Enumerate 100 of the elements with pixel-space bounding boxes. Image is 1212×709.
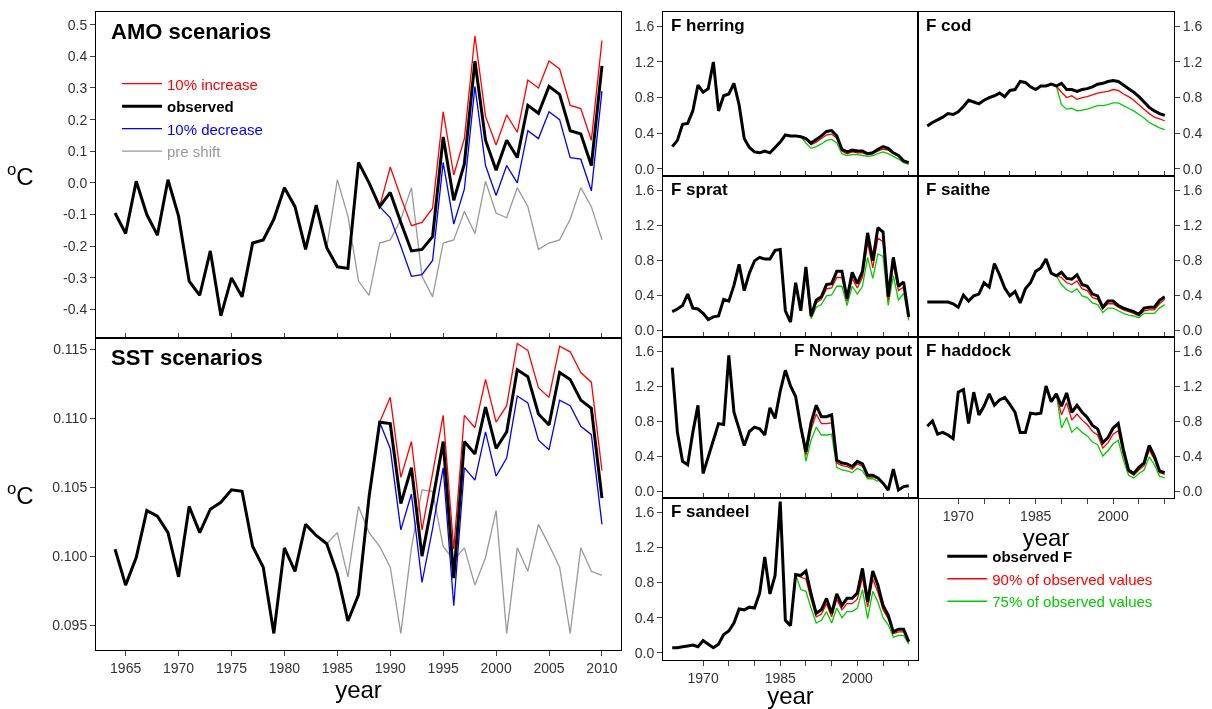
x-tick-label: 1975: [215, 659, 248, 676]
chart-title: F saithe: [926, 180, 991, 199]
x-tick-label: 1990: [374, 659, 407, 676]
y-tick-label: 0.110: [53, 409, 88, 426]
y-tick-label: 0.4: [634, 609, 655, 626]
x-axis-title: year: [335, 675, 382, 703]
line-series: [379, 35, 603, 227]
y-tick-label: 1.6: [1182, 342, 1203, 359]
y-tick-label: 1.6: [634, 342, 655, 359]
chart-title: F cod: [926, 16, 972, 35]
y-tick-label: 1.2: [634, 53, 655, 70]
y-tick-label: 0.4: [634, 447, 655, 464]
y-tick-label: 1.2: [634, 216, 655, 233]
x-tick-label: 1970: [162, 659, 195, 676]
x-tick-label: 1980: [268, 659, 301, 676]
y-tick-label: 0.0: [1182, 321, 1203, 338]
y-tick-label: 1.6: [1182, 18, 1203, 35]
chart-title: F sandeel: [671, 502, 750, 521]
y-tick-label: 0.3: [67, 79, 88, 96]
y-tick-label: 1.6: [634, 181, 655, 198]
x-tick-label: 2005: [533, 659, 565, 676]
y-tick-label: 0.0: [634, 644, 655, 661]
x-tick-label: 2000: [480, 659, 512, 676]
line-series: [670, 226, 911, 324]
y-tick-label: 0.100: [52, 548, 88, 565]
y-tick-label: 1.6: [634, 18, 655, 35]
y-tick-label: 1.2: [634, 377, 655, 394]
chart-title: F Norway pout: [794, 341, 913, 360]
line-series: [800, 136, 910, 166]
x-tick-label: 2010: [586, 659, 618, 676]
line-series: [1055, 85, 1166, 122]
y-tick-label: 0.8: [634, 412, 655, 429]
line-series: [925, 257, 1167, 316]
y-tick-label: 0.115: [53, 340, 88, 357]
chart-title: SST scenarios: [111, 345, 263, 370]
y-tick-label: 1.6: [634, 503, 655, 520]
y-tick-label: -0.4: [63, 301, 88, 318]
y-tick-label: 1.6: [1182, 181, 1203, 198]
chart-title: F sprat: [671, 180, 729, 199]
x-tick-label: 1985: [321, 659, 354, 676]
chart-title: F herring: [671, 16, 745, 35]
y-tick-label: 0.4: [1182, 447, 1203, 464]
line-series: [326, 489, 603, 635]
y-tick-label: 0.0: [67, 174, 88, 191]
x-tick-label: 1970: [687, 669, 719, 686]
line-series: [1055, 85, 1166, 131]
y-tick-label: 0.0: [1182, 482, 1203, 499]
y-tick-label: 0.0: [1182, 160, 1203, 177]
line-series: [379, 342, 603, 550]
x-tick-label: 1965: [110, 659, 142, 676]
y-tick-label: 0.0: [634, 321, 655, 338]
legend-label: 10% increase: [167, 75, 258, 93]
chart-title: F haddock: [926, 341, 1012, 360]
x-tick-label: 2000: [1097, 507, 1129, 524]
line-series: [379, 395, 603, 607]
x-axis-title: year: [1022, 523, 1070, 551]
y-axis-title: $^{o}$C: [7, 479, 34, 510]
y-tick-label: 0.4: [634, 125, 655, 142]
line-series: [925, 384, 1167, 475]
y-tick-label: 0.8: [1182, 89, 1203, 106]
y-axis-title: $^{o}$C: [7, 160, 34, 191]
legend-label: observed: [167, 98, 234, 116]
y-tick-label: 0.4: [634, 286, 655, 303]
legend-label: 75% of observed values: [992, 593, 1153, 611]
line-series: [670, 500, 911, 650]
y-tick-label: 0.105: [52, 479, 88, 495]
legend-label: pre shift: [167, 143, 222, 161]
line-series: [326, 179, 603, 298]
x-tick-label: 1995: [427, 659, 459, 676]
y-tick-label: 0.4: [67, 48, 88, 65]
y-tick-label: 0.8: [634, 574, 655, 591]
y-tick-label: 0.2: [67, 111, 88, 128]
line-series: [113, 59, 604, 318]
y-tick-label: 0.8: [634, 89, 655, 106]
line-series: [113, 368, 604, 635]
y-tick-label: 0.4: [1182, 125, 1203, 142]
y-tick-label: 0.4: [1182, 286, 1203, 303]
x-tick-label: 1985: [1020, 507, 1052, 524]
y-tick-label: -0.1: [63, 206, 88, 223]
legend-label: 10% decrease: [167, 120, 263, 138]
x-tick-label: 2000: [841, 669, 874, 686]
line-series: [379, 85, 603, 277]
legend-label: 90% of observed values: [992, 570, 1153, 588]
x-tick-label: 1970: [942, 507, 975, 524]
y-tick-label: 0.1: [67, 143, 88, 160]
y-tick-label: 0.095: [52, 617, 88, 634]
y-tick-label: 0.0: [634, 482, 655, 499]
line-series: [925, 79, 1167, 128]
y-tick-label: 0.8: [1182, 412, 1203, 429]
y-tick-label: -0.3: [63, 269, 88, 286]
y-tick-label: 1.2: [1182, 216, 1203, 233]
chart-title: AMO scenarios: [111, 19, 272, 44]
y-tick-label: 1.2: [1182, 377, 1203, 394]
y-tick-label: 1.2: [1182, 53, 1203, 70]
y-tick-label: 0.0: [634, 160, 655, 177]
y-tick-label: -0.2: [63, 238, 88, 255]
line-series: [670, 60, 911, 165]
y-tick-label: 0.8: [1182, 251, 1203, 268]
y-tick-label: 0.5: [67, 16, 88, 33]
y-tick-label: 0.8: [634, 251, 655, 268]
